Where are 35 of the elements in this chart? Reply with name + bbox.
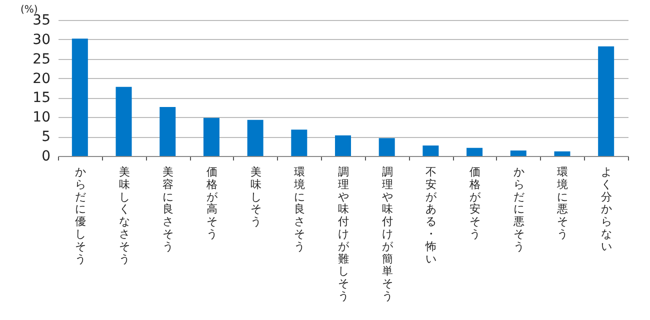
x-tick-label: 美味しそう — [250, 166, 262, 228]
y-tick-label: 30 — [32, 32, 50, 48]
y-axis-title: (%) — [20, 4, 38, 16]
y-tick-label: 20 — [32, 70, 50, 87]
y-tick-label: 35 — [32, 12, 50, 28]
x-tick-label: 不安がある・怖い — [424, 166, 438, 266]
y-tick-label: 25 — [32, 51, 50, 68]
x-tick-label: 美容に良さそう — [162, 166, 174, 253]
x-tick-label: 環境に悪そう — [556, 166, 568, 240]
bar — [335, 135, 351, 156]
x-tick-label: からだに優しそう — [74, 166, 86, 266]
bar — [247, 120, 264, 156]
bar — [72, 38, 88, 156]
bar — [554, 151, 570, 156]
y-tick-label: 15 — [32, 90, 50, 106]
bar — [510, 150, 526, 156]
category-label: 調理や味付けが難しそう — [338, 166, 349, 302]
x-tick-label: 環境に良さそう — [293, 166, 306, 253]
bar — [203, 118, 220, 156]
category-label: 調理や味付けが簡単そう — [382, 166, 393, 302]
bar — [598, 46, 614, 156]
bar — [378, 138, 395, 156]
bar — [160, 107, 176, 156]
x-tick-label: 価格が安そう — [468, 166, 482, 240]
bar — [116, 86, 132, 156]
y-tick-label: 0 — [42, 148, 50, 164]
y-tick-label: 10 — [32, 110, 50, 126]
y-tick-label: 5 — [42, 129, 50, 146]
bar — [422, 146, 439, 156]
x-tick-label: 美味しくなさそう — [118, 166, 130, 266]
bar — [466, 148, 483, 156]
bar — [291, 130, 308, 156]
x-tick-label: からだに悪そう — [512, 166, 524, 253]
x-tick-label: よく分からない — [601, 166, 612, 253]
x-tick-label: 価格が高そう — [205, 166, 218, 240]
